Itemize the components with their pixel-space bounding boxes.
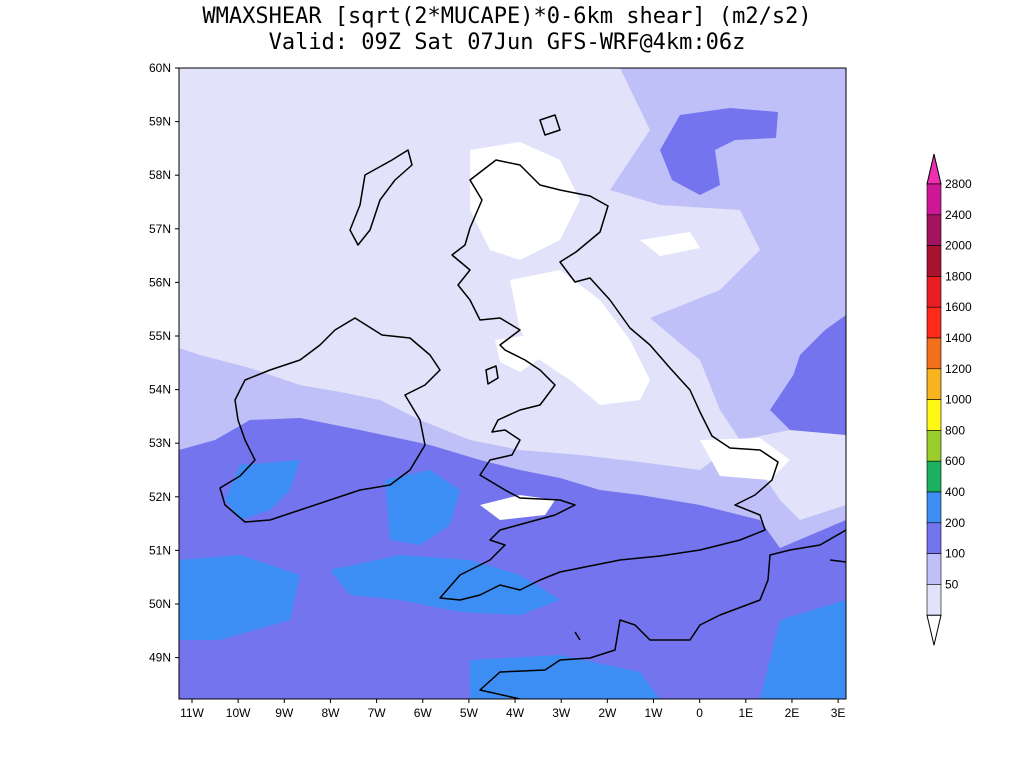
lon-tick-label: 2E (785, 706, 800, 720)
lat-tick-label: 53N (149, 436, 171, 450)
colorbar-label: 1200 (945, 362, 972, 376)
colorbar-top-arrow (926, 153, 942, 185)
colorbar-label: 2800 (945, 177, 972, 191)
colorbar-label: 600 (945, 454, 965, 468)
colorbar-swatch (926, 245, 942, 277)
coastline-great-britain (439, 159, 779, 601)
colorbar-label: 400 (945, 485, 965, 499)
field-patch-mid-north (660, 108, 778, 195)
field-patch-low-1 (470, 142, 580, 260)
lat-tick-label: 54N (149, 383, 171, 397)
latitude-axis: 60N 59N 58N 57N 56N 55N 54N 53N 52N 51N 50N 49N (149, 61, 179, 665)
lat-tick-label: 56N (149, 275, 171, 289)
field-patch-high-5 (470, 655, 660, 699)
colorbar-bottom-arrow (926, 614, 942, 646)
lat-tick-label: 50N (149, 597, 171, 611)
lat-tick-label: 59N (149, 115, 171, 129)
lon-tick-label: 6W (414, 706, 433, 720)
lat-tick-label: 55N (149, 329, 171, 343)
map-frame (178, 67, 847, 700)
lon-tick-label: 9W (275, 706, 294, 720)
coastline-orkney (539, 114, 561, 136)
lon-tick-label: 10W (226, 706, 251, 720)
colorbar-swatch (926, 553, 942, 585)
colorbar-swatch (926, 306, 942, 339)
colorbar-label: 1400 (945, 331, 972, 345)
coastline-isle-of-man (485, 365, 499, 385)
lon-tick-label: 0 (696, 706, 703, 720)
lon-tick-label: 1E (738, 706, 753, 720)
field-patch-high-4 (179, 555, 300, 640)
lon-tick-label: 3E (831, 706, 846, 720)
field-patch-low-4 (700, 438, 790, 480)
lat-tick-label: 49N (149, 651, 171, 665)
colorbar-label: 100 (945, 547, 965, 561)
colorbar-label: 800 (945, 423, 965, 437)
lat-tick-label: 52N (149, 490, 171, 504)
field-patch-mid-east (790, 315, 846, 420)
field-patch-low-3 (640, 232, 700, 256)
coastlines (219, 114, 846, 699)
field-patch-high-1 (225, 460, 300, 520)
colorbar-swatch (926, 491, 942, 524)
colorbar-label: 2000 (945, 239, 972, 253)
colorbar-swatch (926, 522, 942, 554)
colorbar-swatch (926, 584, 942, 616)
coastline-france (479, 529, 846, 699)
coastline-hebrides (349, 149, 413, 246)
lon-tick-label: 7W (368, 706, 387, 720)
longitude-axis: 11W 10W 9W 8W 7W 6W 5W 4W 3W 2W 1W 0 1E 2E 3E (180, 699, 845, 720)
lon-tick-label: 3W (552, 706, 571, 720)
map-subtitle: Valid: 09Z Sat 07Jun GFS-WRF@4km:06z (268, 30, 746, 55)
colorbar-swatch (926, 399, 942, 431)
colorbar-label: 1000 (945, 393, 972, 407)
shear-field (179, 68, 846, 699)
lon-tick-label: 5W (460, 706, 479, 720)
lat-tick-label: 58N (149, 168, 171, 182)
field-patch-low-2 (510, 270, 650, 405)
lon-tick-label: 4W (506, 706, 525, 720)
colorbar-label: 200 (945, 516, 965, 530)
lat-tick-label: 60N (149, 61, 171, 75)
field-patch-high-6 (760, 600, 846, 699)
colorbar-label: 2400 (945, 208, 972, 222)
colorbar-swatch (926, 337, 942, 370)
field-patch-high-3 (330, 555, 560, 615)
field-patch-low-5 (480, 495, 555, 520)
lon-tick-label: 8W (321, 706, 340, 720)
colorbar-swatch (926, 214, 942, 246)
colorbar-swatch (926, 460, 942, 493)
lon-tick-label: 11W (180, 706, 204, 720)
colorbar-label: 1600 (945, 300, 972, 314)
colorbar-swatch (926, 430, 942, 462)
field-patch-low-6 (495, 335, 545, 372)
lat-tick-label: 51N (149, 543, 171, 557)
coastline-ireland (219, 317, 441, 523)
colorbar-swatch (926, 276, 942, 308)
colorbar-legend: 2800 2400 2000 1800 1600 1400 1200 1000 800 600 40… (926, 153, 972, 646)
lon-tick-label: 1W (645, 706, 664, 720)
colorbar-swatch (926, 368, 942, 400)
map-title: WMAXSHEAR [sqrt(2*MUCAPE)*0-6km shear] (… (202, 4, 812, 29)
colorbar-label: 50 (945, 577, 959, 591)
lat-tick-label: 57N (149, 222, 171, 236)
lon-tick-label: 2W (598, 706, 617, 720)
colorbar-label: 1800 (945, 269, 972, 283)
field-patch-high-2 (385, 470, 460, 545)
colorbar-swatch (926, 183, 942, 216)
